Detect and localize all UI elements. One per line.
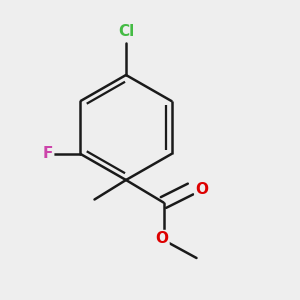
- Text: O: O: [155, 231, 169, 246]
- Text: Cl: Cl: [118, 24, 134, 39]
- Text: F: F: [43, 146, 53, 161]
- Text: O: O: [195, 182, 208, 196]
